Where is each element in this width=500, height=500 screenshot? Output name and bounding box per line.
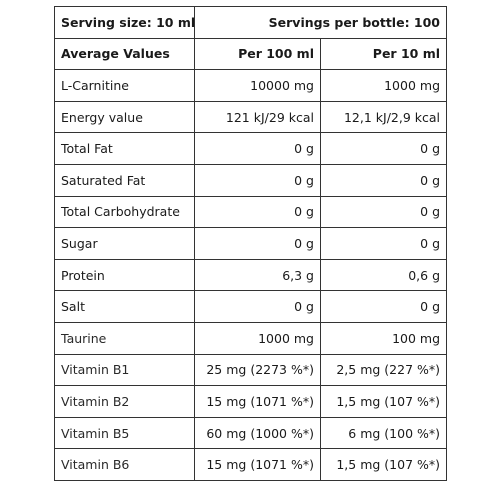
per-10ml-value: 1,5 mg (107 %*): [319, 448, 448, 481]
per-10ml-value: 0 g: [319, 290, 448, 323]
nutrition-facts-table: Serving size: 10 ml Servings per bottle:…: [54, 6, 448, 481]
average-values-header: Average Values: [54, 37, 195, 71]
nutrient-row: Vitamin B2 15 mg (1071 %*) 1,5 mg (107 %*): [54, 385, 448, 418]
nutrition-table-container: Serving size: 10 ml Servings per bottle:…: [54, 6, 448, 481]
nutrient-row: Vitamin B6 15 mg (1071 %*) 1,5 mg (107 %*): [54, 448, 448, 481]
nutrient-row: Taurine 1000 mg 100 mg: [54, 321, 448, 355]
nutrient-row: Vitamin B5 60 mg (1000 %*) 6 mg (100 %*): [54, 416, 448, 450]
nutrient-name: Total Fat: [54, 132, 195, 165]
per-10ml-value: 100 mg: [319, 321, 448, 355]
nutrient-name: L-Carnitine: [54, 69, 195, 102]
per-10ml-value: 0 g: [319, 163, 448, 197]
per-100ml-value: 0 g: [194, 227, 321, 260]
per-10ml-value: 1,5 mg (107 %*): [319, 385, 448, 418]
per-10ml-value: 12,1 kJ/2,9 kcal: [319, 100, 448, 134]
per-100ml-value: 0 g: [194, 290, 321, 323]
nutrient-name: Vitamin B5: [54, 416, 195, 450]
per-100ml-value: 0 g: [194, 195, 321, 229]
per-10ml-value: 0 g: [319, 195, 448, 229]
nutrient-name: Vitamin B6: [54, 448, 195, 481]
per-10ml-value: 0,6 g: [319, 258, 448, 292]
nutrient-name: Vitamin B2: [54, 385, 195, 418]
per-100ml-header: Per 100 ml: [194, 37, 321, 71]
per-10ml-value: 0 g: [319, 227, 448, 260]
per-10ml-value: 0 g: [319, 132, 448, 165]
nutrient-row: Vitamin B1 25 mg (2273 %*) 2,5 mg (227 %*): [54, 353, 448, 387]
nutrient-name: Energy value: [54, 100, 195, 134]
nutrient-name: Taurine: [54, 321, 195, 355]
nutrient-name: Salt: [54, 290, 195, 323]
per-100ml-value: 121 kJ/29 kcal: [194, 100, 321, 134]
nutrient-name: Vitamin B1: [54, 353, 195, 387]
nutrient-name: Total Carbohydrate: [54, 195, 195, 229]
nutrient-name: Protein: [54, 258, 195, 292]
serving-header-row: Serving size: 10 ml Servings per bottle:…: [54, 6, 448, 39]
per-100ml-value: 0 g: [194, 163, 321, 197]
per-100ml-value: 1000 mg: [194, 321, 321, 355]
per-10ml-value: 1000 mg: [319, 69, 448, 102]
per-10ml-value: 6 mg (100 %*): [319, 416, 448, 450]
per-100ml-value: 25 mg (2273 %*): [194, 353, 321, 387]
per-100ml-value: 0 g: [194, 132, 321, 165]
nutrient-row: Protein 6,3 g 0,6 g: [54, 258, 448, 292]
per-100ml-value: 15 mg (1071 %*): [194, 385, 321, 418]
per-100ml-value: 6,3 g: [194, 258, 321, 292]
column-header-row: Average Values Per 100 ml Per 10 ml: [54, 37, 448, 71]
per-100ml-value: 10000 mg: [194, 69, 321, 102]
serving-size-label: Serving size: 10 ml: [54, 6, 195, 39]
per-100ml-value: 15 mg (1071 %*): [194, 448, 321, 481]
nutrient-name: Sugar: [54, 227, 195, 260]
per-100ml-value: 60 mg (1000 %*): [194, 416, 321, 450]
per-10ml-value: 2,5 mg (227 %*): [319, 353, 448, 387]
per-10ml-header: Per 10 ml: [319, 37, 448, 71]
nutrient-row: L-Carnitine 10000 mg 1000 mg: [54, 69, 448, 102]
nutrient-row: Energy value 121 kJ/29 kcal 12,1 kJ/2,9 kc…: [54, 100, 448, 134]
nutrient-name: Saturated Fat: [54, 163, 195, 197]
servings-per-bottle-label: Servings per bottle: 100: [193, 6, 448, 39]
